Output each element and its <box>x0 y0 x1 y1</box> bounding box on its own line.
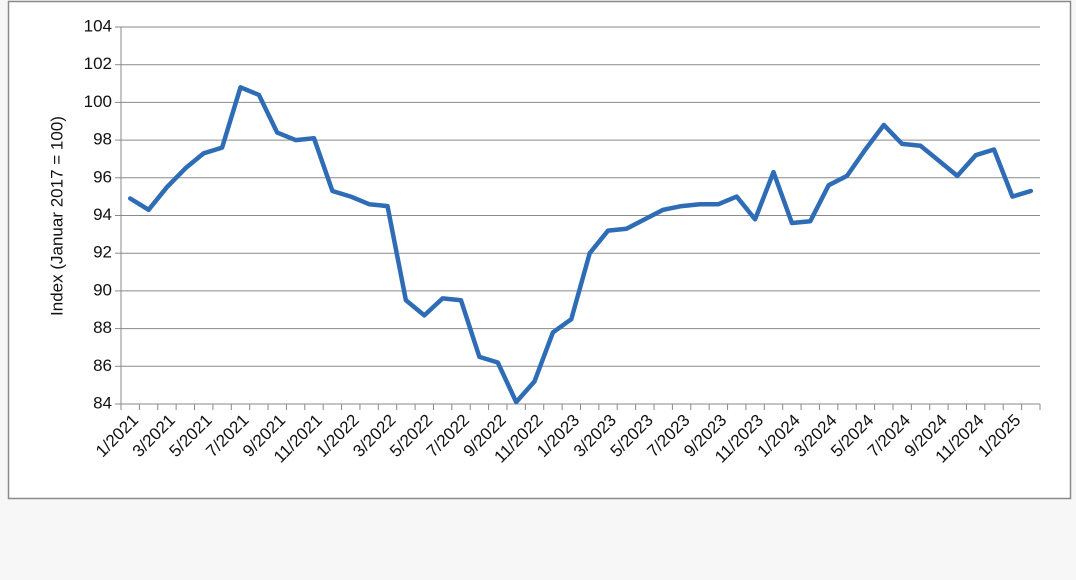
y-tick-label: 84 <box>93 393 112 412</box>
line-series <box>127 85 1034 405</box>
y-tick-label: 86 <box>93 356 112 375</box>
y-tick-label: 94 <box>93 205 112 224</box>
y-tick-label: 90 <box>93 280 112 299</box>
y-tick-label: 96 <box>93 167 112 186</box>
y-axis-title: Index (Januar 2017 = 100) <box>47 116 66 316</box>
y-tick-label: 104 <box>84 16 112 35</box>
chart-frame <box>7 0 1072 500</box>
y-tick-label: 100 <box>84 92 112 111</box>
y-tick-label: 98 <box>93 130 112 149</box>
y-tick-label: 102 <box>84 54 112 73</box>
y-tick-label: 92 <box>93 243 112 262</box>
y-tick-label: 88 <box>93 318 112 337</box>
